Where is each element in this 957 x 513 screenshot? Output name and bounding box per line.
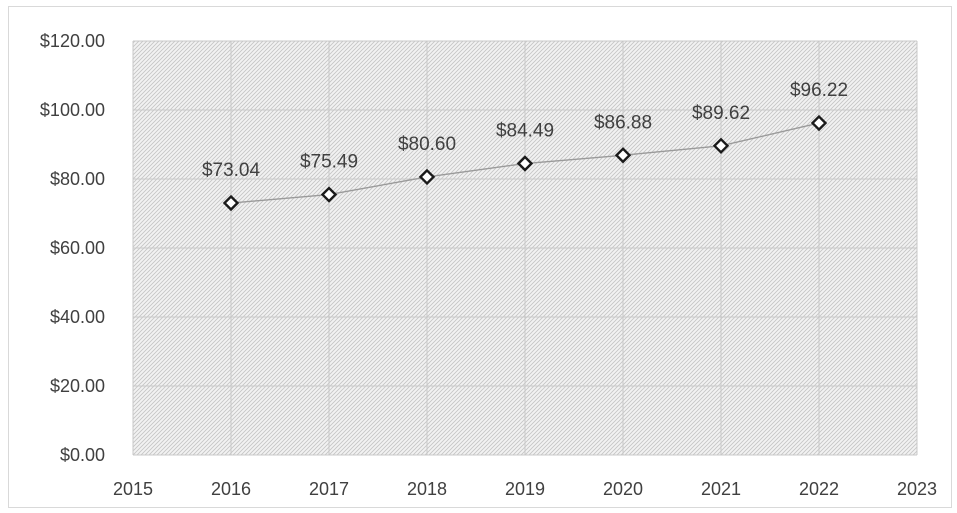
y-tick-label: $100.00 (40, 100, 105, 120)
y-tick-label: $0.00 (60, 445, 105, 465)
x-tick-label: 2016 (211, 479, 251, 499)
x-axis-tick-labels: 2015 2016 2017 2018 2019 2020 2021 2022 2023 (113, 479, 937, 499)
x-tick-label: 2020 (603, 479, 643, 499)
y-tick-label: $80.00 (50, 169, 105, 189)
x-tick-label: 2023 (897, 479, 937, 499)
data-label: $73.04 (202, 160, 261, 181)
data-label: $75.49 (300, 152, 358, 173)
x-tick-label: 2018 (407, 479, 447, 499)
data-label: $89.62 (692, 103, 750, 124)
y-axis-tick-labels: $0.00 $20.00 $40.00 $60.00 $80.00 $100.00 $120… (40, 31, 105, 465)
y-tick-label: $40.00 (50, 307, 105, 327)
y-tick-label: $60.00 (50, 238, 105, 258)
x-tick-label: 2017 (309, 479, 349, 499)
data-label: $86.88 (594, 112, 652, 133)
x-tick-label: 2015 (113, 479, 153, 499)
x-tick-label: 2021 (701, 479, 741, 499)
data-label: $96.22 (790, 80, 848, 101)
data-label: $84.49 (496, 121, 554, 142)
x-tick-label: 2022 (799, 479, 839, 499)
x-tick-label: 2019 (505, 479, 545, 499)
data-label: $80.60 (398, 134, 456, 155)
y-tick-label: $120.00 (40, 31, 105, 51)
y-tick-label: $20.00 (50, 376, 105, 396)
